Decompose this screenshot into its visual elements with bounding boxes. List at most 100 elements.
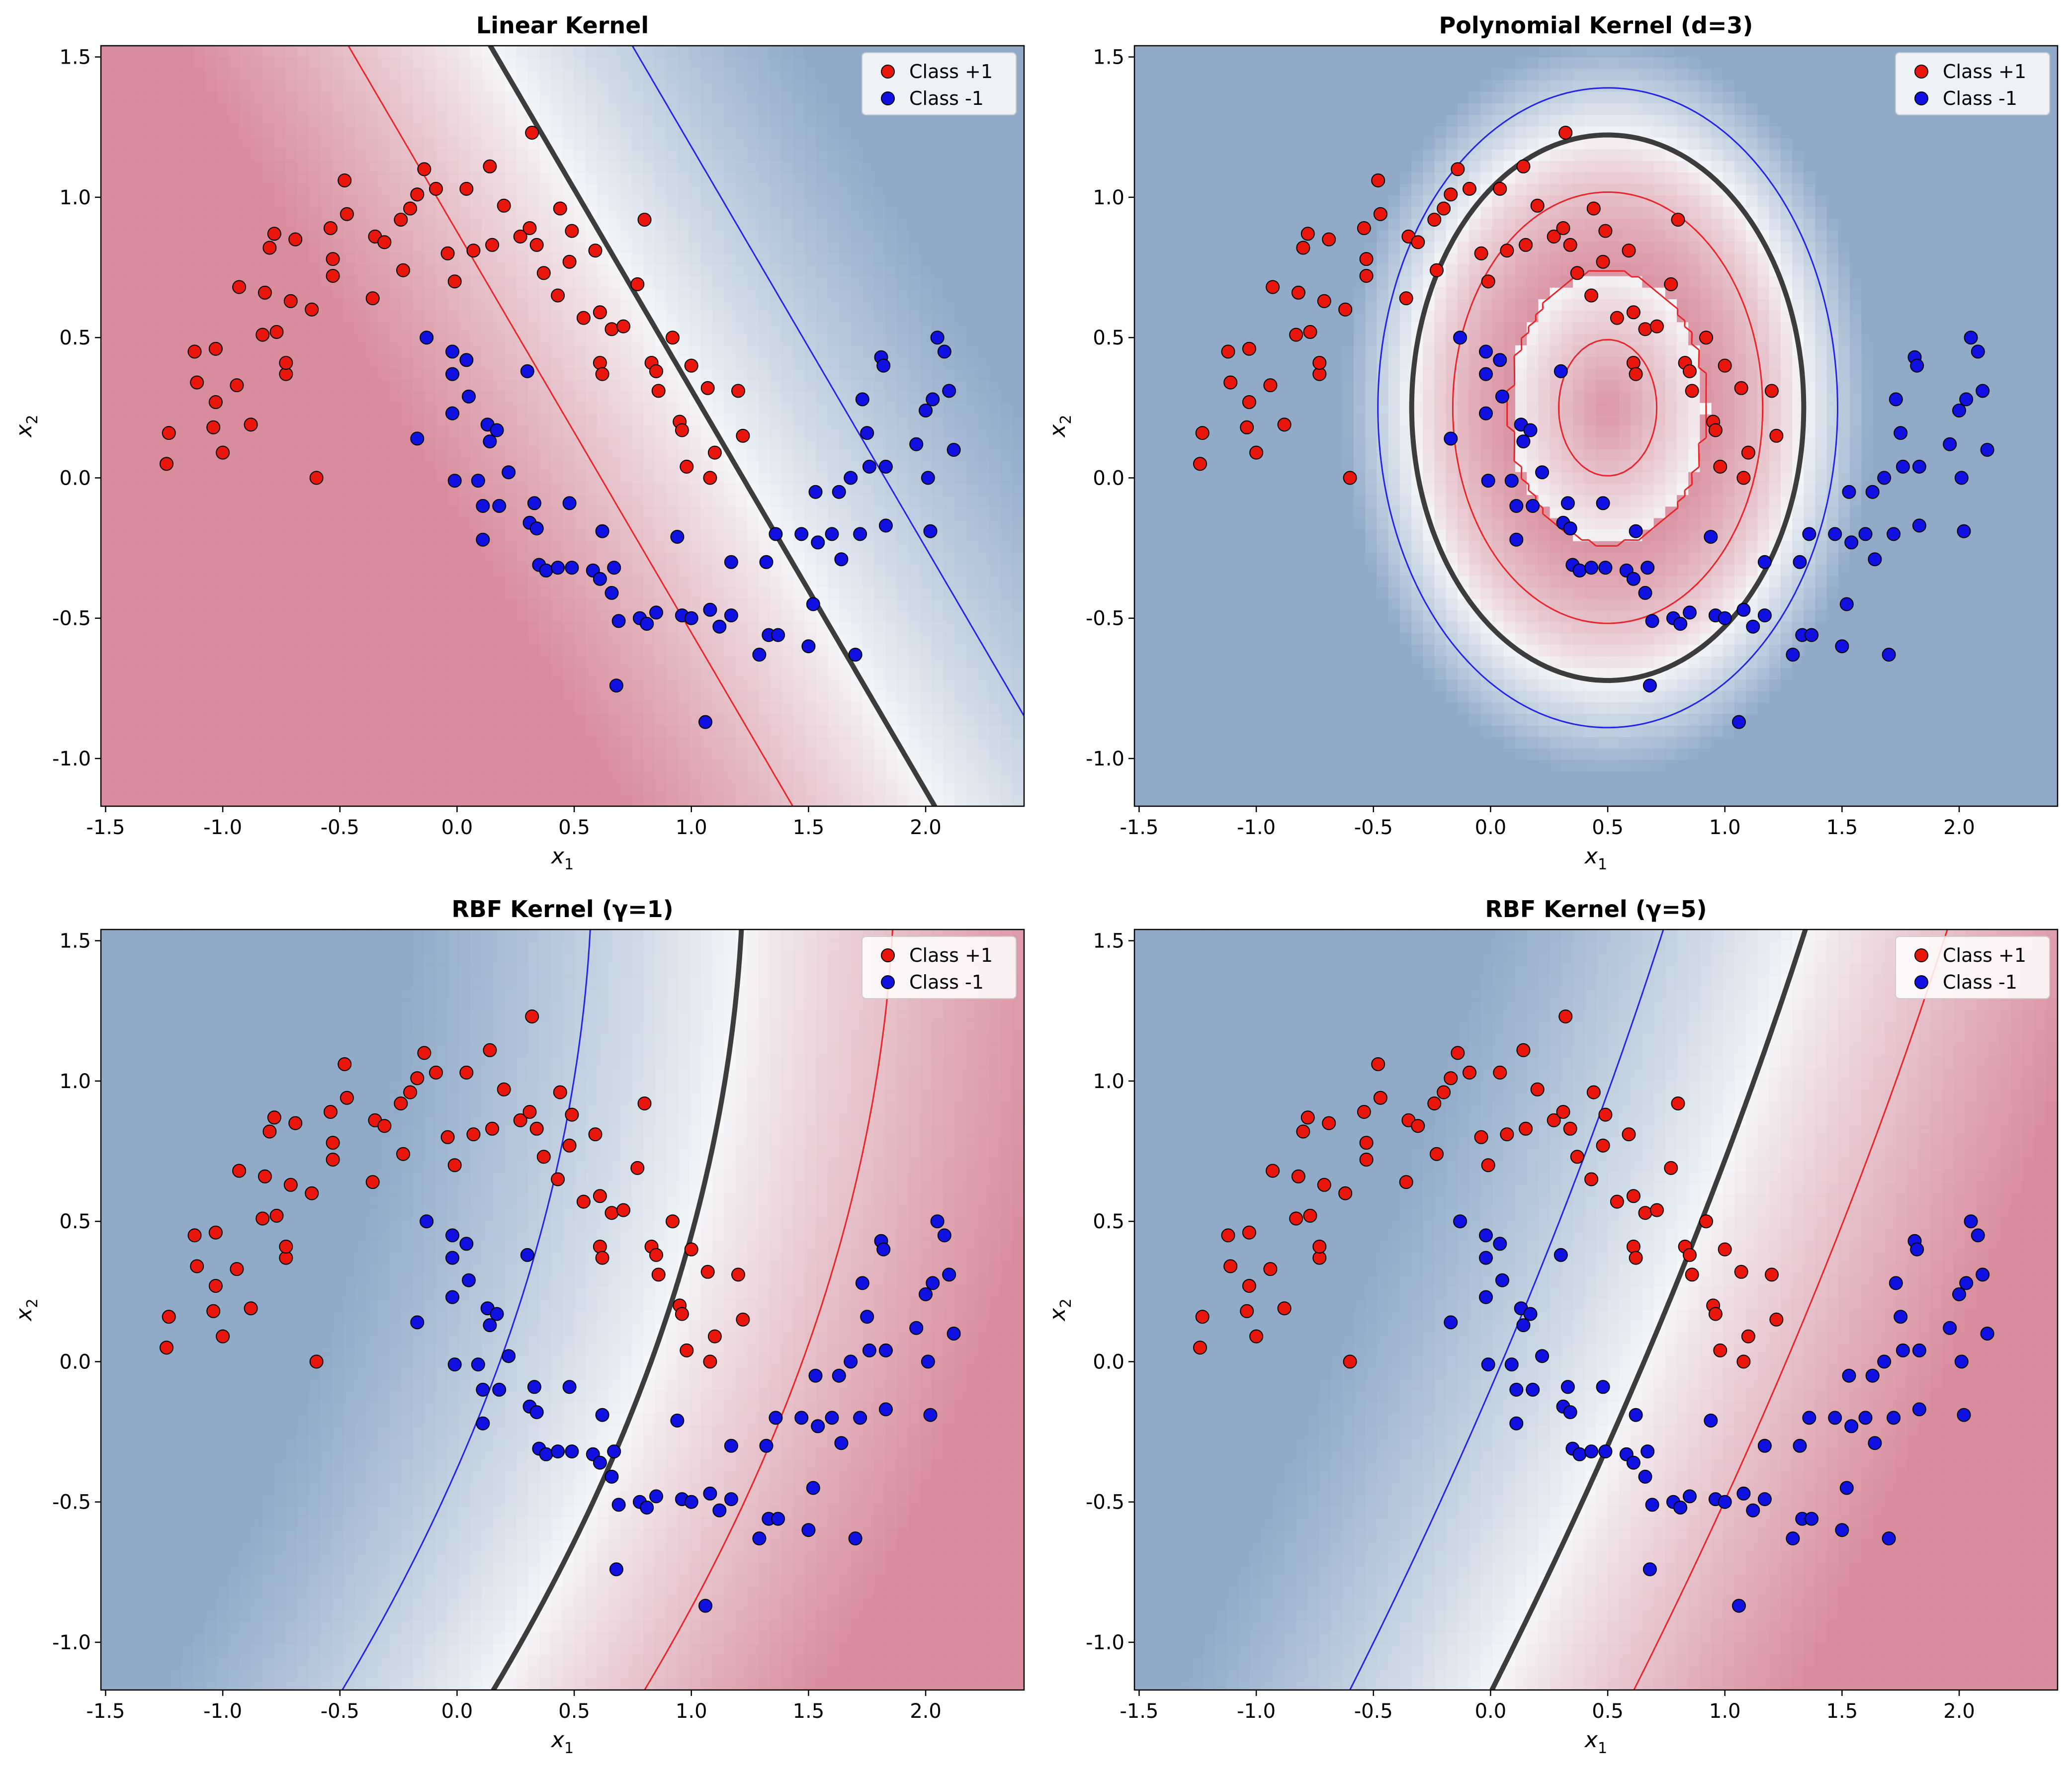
decision-function-field xyxy=(101,46,1024,806)
point-class-pos xyxy=(459,1065,474,1080)
point-class-pos xyxy=(1570,1150,1584,1164)
point-class-pos xyxy=(1563,1121,1577,1136)
y-tick-label: 1.5 xyxy=(59,930,91,953)
data-points xyxy=(160,126,961,729)
point-class-pos xyxy=(1516,1043,1531,1057)
point-class-neg xyxy=(853,527,867,541)
point-class-pos xyxy=(1500,1127,1514,1142)
point-class-neg xyxy=(447,1357,462,1372)
point-class-neg xyxy=(1842,485,1856,499)
point-class-neg xyxy=(476,499,490,513)
point-class-pos xyxy=(466,244,481,258)
x-tick-label: 1.5 xyxy=(793,1700,825,1723)
point-class-neg xyxy=(539,563,553,578)
point-class-neg xyxy=(1957,524,1971,538)
point-class-pos xyxy=(1266,1164,1280,1178)
point-class-neg xyxy=(1736,1486,1751,1501)
legend-label: Class -1 xyxy=(909,971,984,993)
point-class-neg xyxy=(1638,586,1652,600)
point-class-pos xyxy=(338,173,352,187)
point-class-neg xyxy=(1509,532,1524,547)
legend-label: Class +1 xyxy=(1943,944,2026,966)
point-class-neg xyxy=(1504,474,1519,488)
point-class-pos xyxy=(1570,266,1584,280)
margin-line-positive xyxy=(644,929,893,1690)
point-class-neg xyxy=(445,367,459,381)
point-class-pos xyxy=(1300,227,1315,241)
point-class-pos xyxy=(1444,187,1458,202)
point-class-neg xyxy=(1645,1498,1659,1512)
point-class-neg xyxy=(1802,1411,1816,1425)
point-class-pos xyxy=(1519,238,1533,252)
point-class-neg xyxy=(1645,614,1659,628)
point-class-pos xyxy=(1558,126,1573,140)
point-class-neg xyxy=(1523,423,1538,437)
point-class-neg xyxy=(502,1349,516,1363)
point-class-pos xyxy=(1622,244,1636,258)
point-class-neg xyxy=(1757,1438,1772,1453)
point-class-neg xyxy=(1554,364,1568,378)
point-class-neg xyxy=(1481,474,1495,488)
y-axis-label: x2 xyxy=(11,1298,41,1322)
point-class-neg xyxy=(529,1405,544,1420)
point-class-pos xyxy=(1683,364,1697,378)
point-class-neg xyxy=(1560,496,1575,510)
point-class-neg xyxy=(1673,617,1688,631)
point-class-pos xyxy=(1195,1310,1209,1324)
point-class-pos xyxy=(1312,356,1327,370)
point-class-pos xyxy=(1736,1354,1751,1369)
point-class-pos xyxy=(190,1259,204,1273)
point-class-pos xyxy=(522,1105,537,1119)
point-class-pos xyxy=(630,277,645,291)
point-class-pos xyxy=(244,1301,258,1316)
legend-box xyxy=(862,52,1017,115)
legend-label: Class -1 xyxy=(1943,87,2017,109)
point-class-neg xyxy=(492,1382,507,1397)
point-class-neg xyxy=(471,1357,485,1372)
point-class-neg xyxy=(1786,648,1800,662)
point-class-neg xyxy=(855,392,869,407)
x-tick-label: 0.5 xyxy=(558,816,590,839)
point-class-pos xyxy=(1481,1158,1495,1173)
decision-function-field xyxy=(101,929,1024,1690)
point-class-pos xyxy=(1741,1329,1755,1344)
point-class-pos xyxy=(630,1161,645,1175)
point-class-neg xyxy=(551,1444,565,1459)
point-class-pos xyxy=(1547,1113,1561,1127)
point-class-neg xyxy=(471,474,485,488)
point-class-pos xyxy=(232,1164,247,1178)
point-class-pos xyxy=(1769,1312,1784,1327)
point-class-neg xyxy=(684,611,698,625)
point-class-neg xyxy=(1509,499,1524,513)
x-tick-label: -1.5 xyxy=(86,1700,125,1723)
x-tick-label: -0.5 xyxy=(321,816,359,839)
point-class-pos xyxy=(1322,232,1336,247)
decision-boundary xyxy=(1489,929,1808,1690)
point-class-pos xyxy=(1765,384,1779,398)
point-class-neg xyxy=(1642,1562,1657,1577)
point-class-neg xyxy=(1479,367,1493,381)
axes-frame xyxy=(1133,45,2059,807)
point-class-neg xyxy=(640,1501,654,1515)
point-class-neg xyxy=(649,1489,663,1504)
point-class-neg xyxy=(926,1276,940,1290)
point-class-pos xyxy=(1451,1046,1465,1060)
point-class-pos xyxy=(377,1119,392,1133)
point-class-neg xyxy=(712,1503,727,1518)
point-class-neg xyxy=(878,459,893,474)
legend-marker xyxy=(1914,948,1928,962)
point-class-neg xyxy=(1704,1414,1718,1428)
point-class-neg xyxy=(1882,1531,1896,1546)
legend-label: Class +1 xyxy=(1943,61,2026,83)
point-class-pos xyxy=(1343,1354,1357,1369)
x-tick-label: 0.0 xyxy=(1475,816,1507,839)
point-class-neg xyxy=(1495,1273,1509,1287)
x-axis-label: x1 xyxy=(1584,1727,1607,1757)
point-class-pos xyxy=(1493,1065,1507,1080)
point-class-pos xyxy=(1343,471,1357,485)
point-class-neg xyxy=(611,614,626,628)
point-class-pos xyxy=(1300,1110,1315,1125)
y-tick-label: 1.5 xyxy=(59,46,91,69)
point-class-pos xyxy=(1596,1138,1610,1153)
point-class-neg xyxy=(1638,1469,1652,1484)
